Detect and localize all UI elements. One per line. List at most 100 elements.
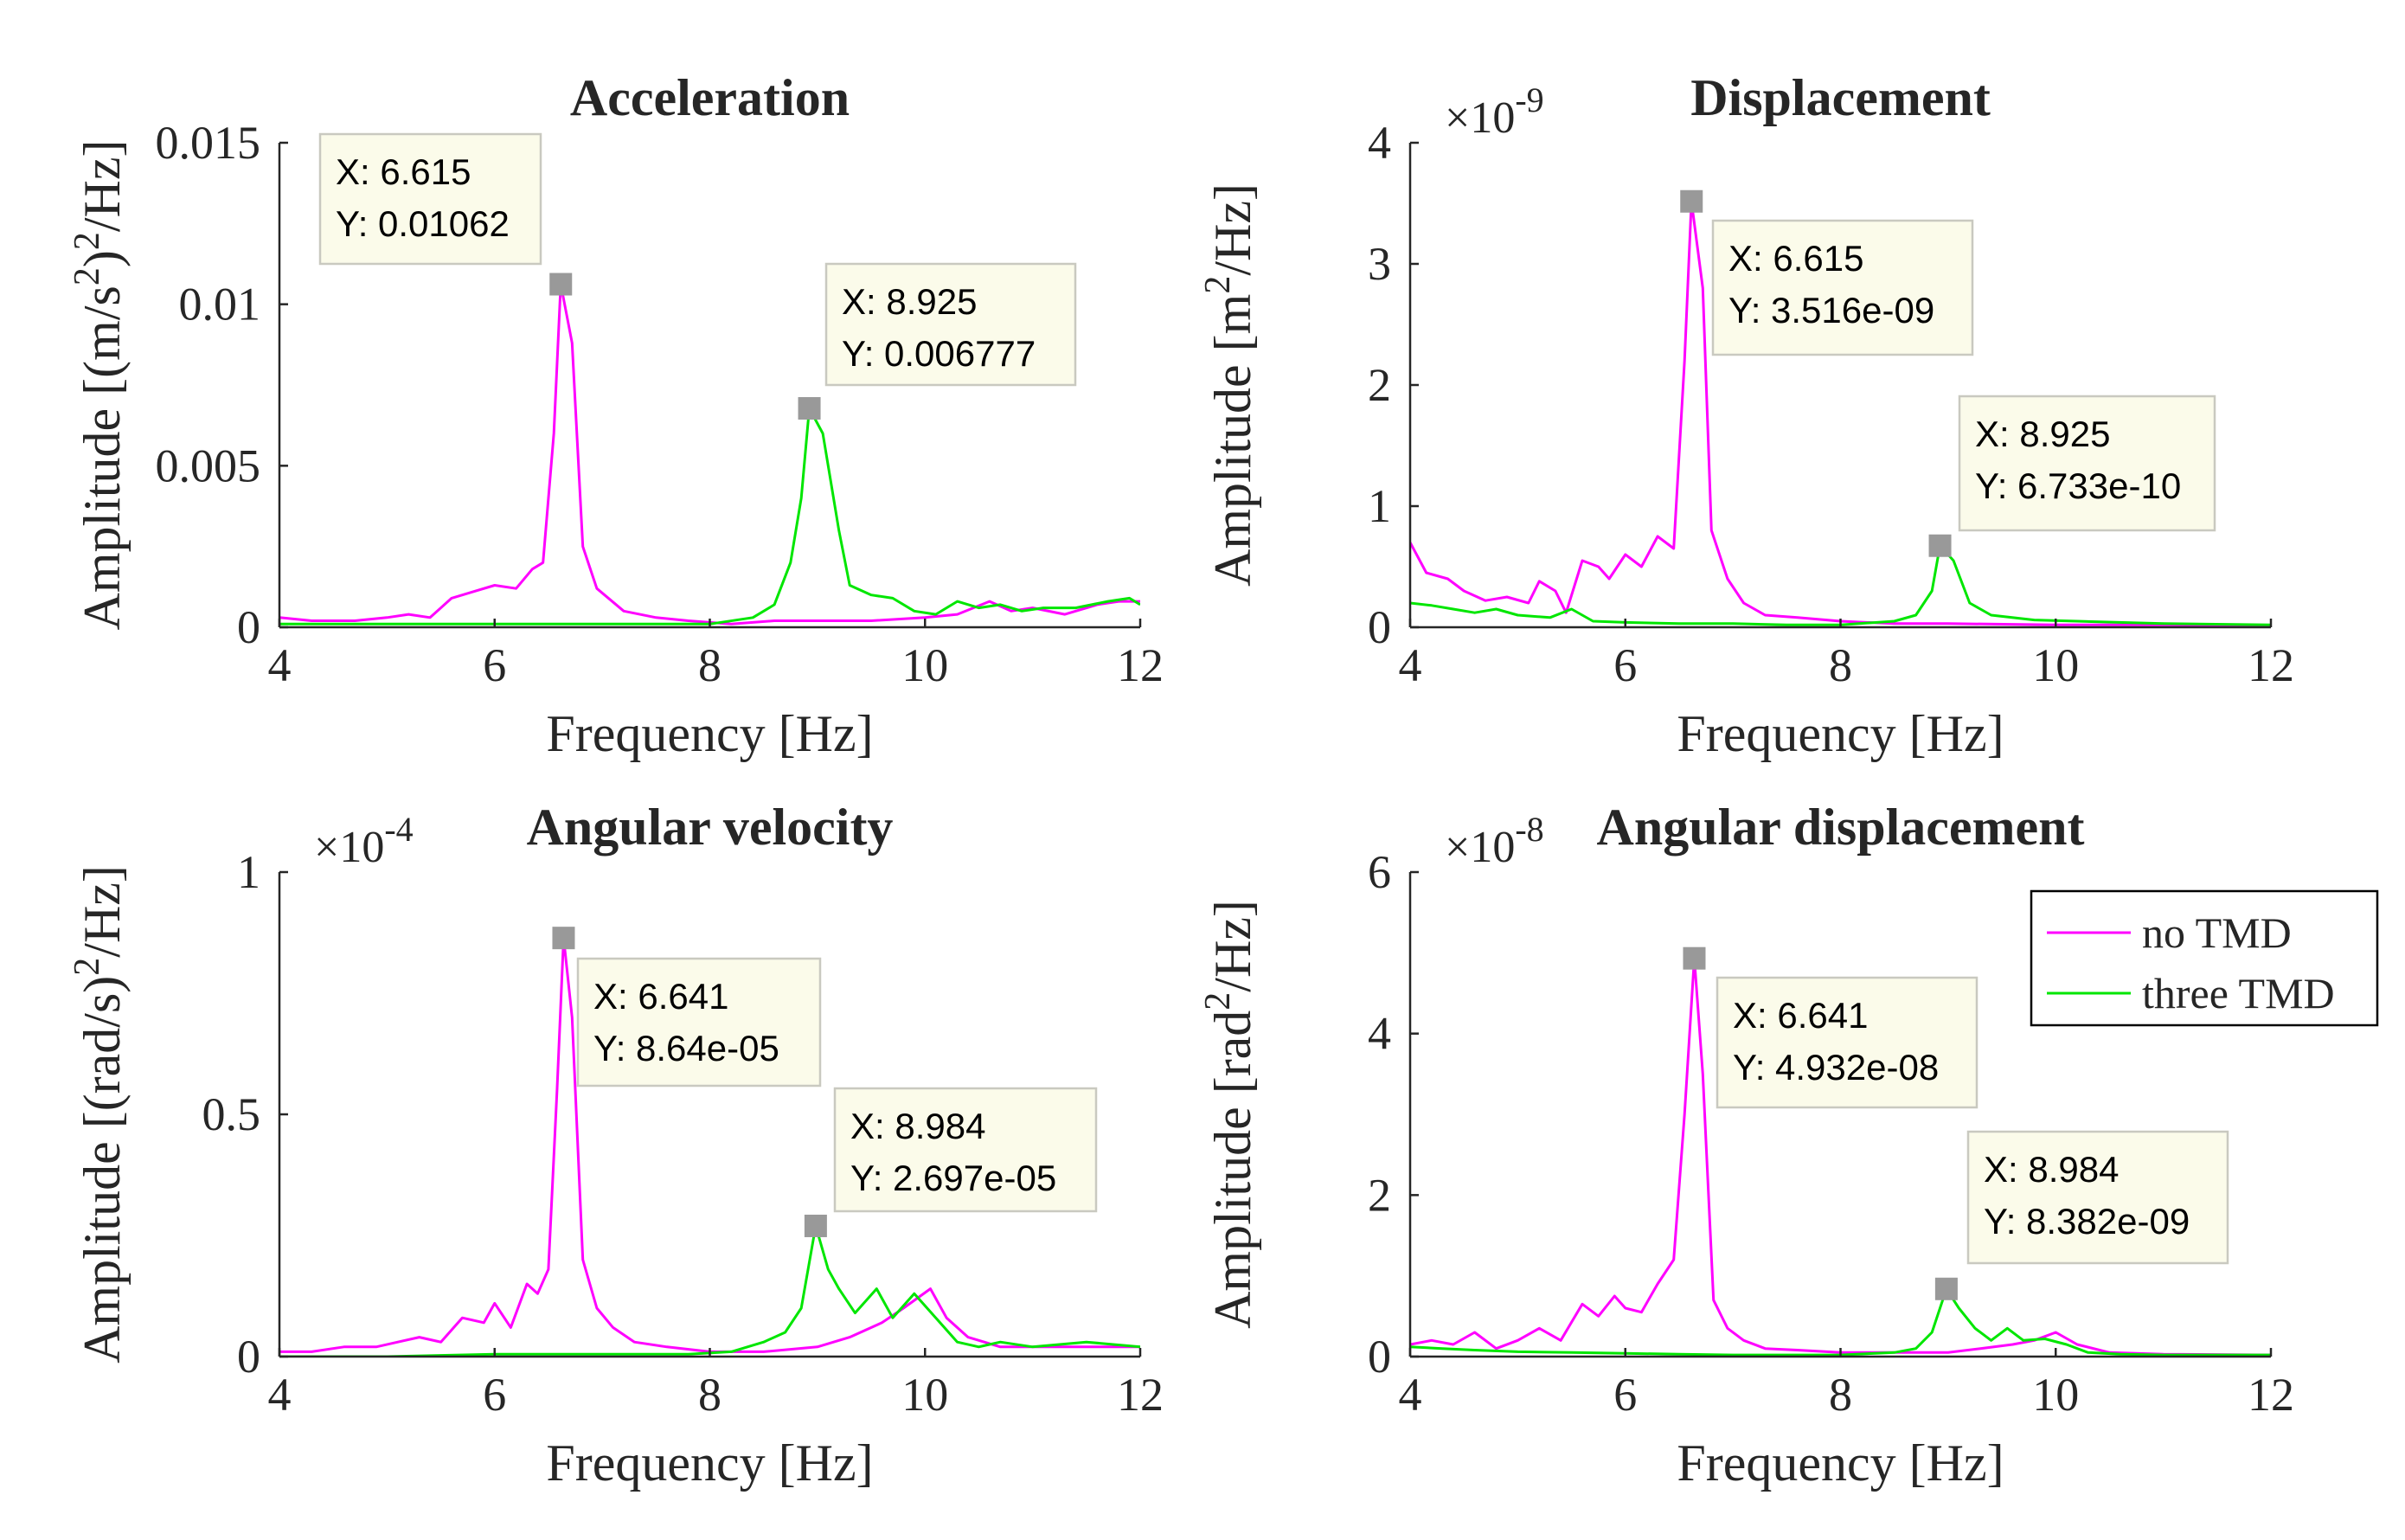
datatip-y-text: Y: 2.697e-05	[850, 1158, 1056, 1198]
x-tick-label: 12	[2248, 639, 2294, 691]
datatip-x-text: X: 6.615	[336, 151, 471, 192]
y-tick-label: 0	[1368, 601, 1391, 653]
series-line-three-tmd	[1410, 1287, 2271, 1357]
chart-title: Displacement	[1690, 69, 1991, 126]
x-tick-label: 10	[2032, 639, 2079, 691]
y-tick-label: 0.01	[179, 279, 261, 330]
datatip[interactable]: X: 6.641 Y: 8.64e-05	[552, 927, 822, 1088]
axis-exponent: ×10-4	[314, 810, 414, 872]
y-tick-label: 2	[1368, 1169, 1391, 1221]
x-tick-label: 8	[698, 1369, 722, 1421]
y-tick-label: 0	[237, 601, 260, 653]
datatip-marker[interactable]	[1683, 946, 1706, 970]
x-tick-label: 6	[483, 639, 506, 691]
x-tick-label: 8	[1829, 1369, 1852, 1421]
series-line-three-tmd	[1410, 544, 2271, 626]
y-axis-label: Amplitude [m2/Hz]	[1198, 183, 1261, 587]
x-tick-label: 4	[1399, 1369, 1422, 1421]
x-tick-label: 12	[1117, 1369, 1164, 1421]
datatip-x-text: X: 6.641	[1733, 995, 1868, 1036]
series-line-no-tmd	[279, 283, 1140, 626]
panel-4: 4 6 8 10 12 0 2 4 6 ×10-8 Angular displacement Freq…	[1198, 799, 2379, 1492]
panels: 4 6 8 10 1200.0050.010.015AccelerationFreque…	[67, 69, 2379, 1492]
datatip-box	[1958, 395, 2216, 532]
panel-1: 4 6 8 10 12 0 0.005 0.01 0.015 Acceleration Freque…	[67, 69, 1164, 762]
datatip[interactable]: X: 8.984 Y: 8.382e-09	[1934, 1130, 2229, 1300]
datatip-x-text: X: 8.925	[842, 281, 977, 322]
datatip-box	[576, 957, 822, 1088]
datatip-x-text: X: 6.641	[593, 976, 728, 1017]
x-axis-label: Frequency [Hz]	[546, 705, 873, 762]
datatip-y-text: Y: 4.932e-08	[1733, 1047, 1939, 1088]
legend-label: three TMD	[2142, 969, 2335, 1017]
series-line-three-tmd	[279, 407, 1140, 626]
datatip[interactable]: X: 8.925 Y: 0.006777	[798, 262, 1077, 420]
datatip[interactable]: X: 6.615 Y: 3.516e-09	[1680, 189, 1974, 356]
datatip-y-text: Y: 8.64e-05	[593, 1028, 779, 1068]
datatip-box	[1711, 219, 1974, 356]
x-tick-label: 10	[2032, 1369, 2079, 1421]
datatip-y-text: Y: 0.006777	[842, 333, 1036, 374]
datatip-marker[interactable]	[804, 1214, 827, 1237]
x-tick-label: 8	[1829, 639, 1852, 691]
series-line-no-tmd	[1410, 957, 2271, 1357]
datatip-box	[1966, 1130, 2229, 1265]
y-axis-label: Amplitude [(rad/s)2/Hz]	[67, 865, 131, 1364]
datatip-y-text: Y: 0.01062	[336, 203, 510, 244]
legend-label: no TMD	[2142, 908, 2292, 957]
y-tick-label: 2	[1368, 359, 1391, 411]
y-tick-label: 0.015	[156, 117, 261, 169]
datatip[interactable]: X: 6.615 Y: 0.01062	[318, 132, 573, 296]
y-tick-label: 1	[237, 846, 260, 898]
datatip-marker[interactable]	[1928, 534, 1952, 557]
y-tick-label: 0	[1368, 1331, 1391, 1383]
x-tick-label: 6	[1613, 1369, 1637, 1421]
x-tick-label: 4	[268, 639, 292, 691]
series-line-no-tmd	[279, 936, 1140, 1353]
datatip-marker[interactable]	[798, 396, 821, 420]
datatip-x-text: X: 8.984	[1984, 1149, 2119, 1190]
x-tick-label: 12	[2248, 1369, 2294, 1421]
x-tick-label: 10	[901, 1369, 948, 1421]
x-tick-label: 4	[1399, 639, 1422, 691]
datatip-box	[833, 1087, 1098, 1213]
legend: no TMD three TMD	[2030, 889, 2379, 1027]
x-tick-label: 4	[268, 1369, 292, 1421]
datatip-marker[interactable]	[549, 273, 573, 296]
datatip-marker[interactable]	[1680, 189, 1703, 213]
chart-title: Acceleration	[570, 69, 850, 126]
y-tick-label: 0	[237, 1331, 260, 1383]
datatip-box	[824, 262, 1077, 387]
y-tick-label: 0.005	[156, 440, 261, 491]
datatip-y-text: Y: 3.516e-09	[1728, 290, 1934, 330]
series-line-three-tmd	[279, 1224, 1140, 1357]
datatip-y-text: Y: 8.382e-09	[1984, 1201, 2190, 1242]
datatip-x-text: X: 8.925	[1975, 414, 2110, 454]
datatip-y-text: Y: 6.733e-10	[1975, 465, 2181, 506]
chart-title: Angular displacement	[1597, 799, 2085, 856]
y-tick-label: 6	[1368, 846, 1391, 898]
datatip[interactable]: X: 6.641 Y: 4.932e-08	[1683, 946, 1979, 1109]
datatip[interactable]: X: 8.984 Y: 2.697e-05	[804, 1087, 1098, 1237]
datatip-x-text: X: 8.984	[850, 1106, 985, 1146]
datatip[interactable]: X: 8.925 Y: 6.733e-10	[1928, 395, 2216, 557]
y-tick-label: 1	[1368, 480, 1391, 532]
x-tick-label: 6	[483, 1369, 506, 1421]
datatip-x-text: X: 6.615	[1728, 238, 1863, 279]
y-axis-label: Amplitude [(m/s2)2/Hz]	[67, 140, 131, 631]
x-tick-label: 6	[1613, 639, 1637, 691]
y-tick-label: 4	[1368, 117, 1391, 169]
x-axis-label: Frequency [Hz]	[1677, 1434, 2004, 1492]
datatip-box	[1716, 976, 1979, 1109]
x-axis-label: Frequency [Hz]	[1677, 705, 2004, 762]
x-tick-label: 10	[901, 639, 948, 691]
x-axis-label: Frequency [Hz]	[546, 1434, 873, 1492]
y-tick-label: 0.5	[202, 1088, 261, 1140]
axis-exponent: ×10-9	[1445, 80, 1544, 143]
datatip-marker[interactable]	[1934, 1277, 1958, 1300]
y-tick-label: 3	[1368, 238, 1391, 290]
datatip-marker[interactable]	[552, 927, 575, 950]
axis-exponent: ×10-8	[1445, 810, 1544, 872]
